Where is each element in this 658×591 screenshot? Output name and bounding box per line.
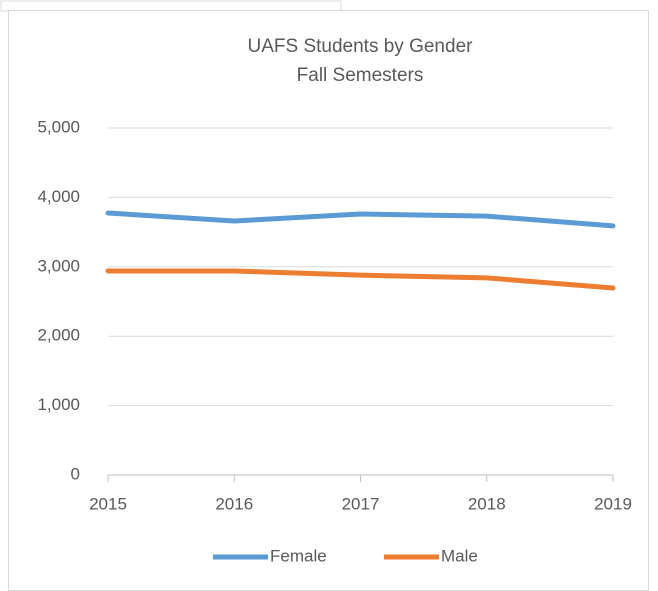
window-edge xyxy=(0,0,342,12)
x-tick-label: 2015 xyxy=(89,494,127,513)
legend-label: Female xyxy=(270,546,327,565)
y-tick-label: 4,000 xyxy=(37,187,80,206)
y-tick-label: 0 xyxy=(71,464,80,483)
chart-title: UAFS Students by Gender xyxy=(248,36,474,57)
y-tick-label: 2,000 xyxy=(37,326,80,345)
y-tick-label: 1,000 xyxy=(37,395,80,414)
x-tick-label: 2016 xyxy=(215,494,253,513)
legend-label: Male xyxy=(441,546,478,565)
x-tick-label: 2017 xyxy=(342,494,380,513)
chart-frame xyxy=(8,10,649,591)
series-line xyxy=(105,210,616,229)
series-line xyxy=(105,268,616,291)
chart-subtitle: Fall Semesters xyxy=(297,65,424,86)
x-tick-label: 2018 xyxy=(468,494,506,513)
x-tick-label: 2019 xyxy=(594,494,632,513)
y-tick-label: 5,000 xyxy=(37,117,80,136)
y-tick-label: 3,000 xyxy=(37,256,80,275)
